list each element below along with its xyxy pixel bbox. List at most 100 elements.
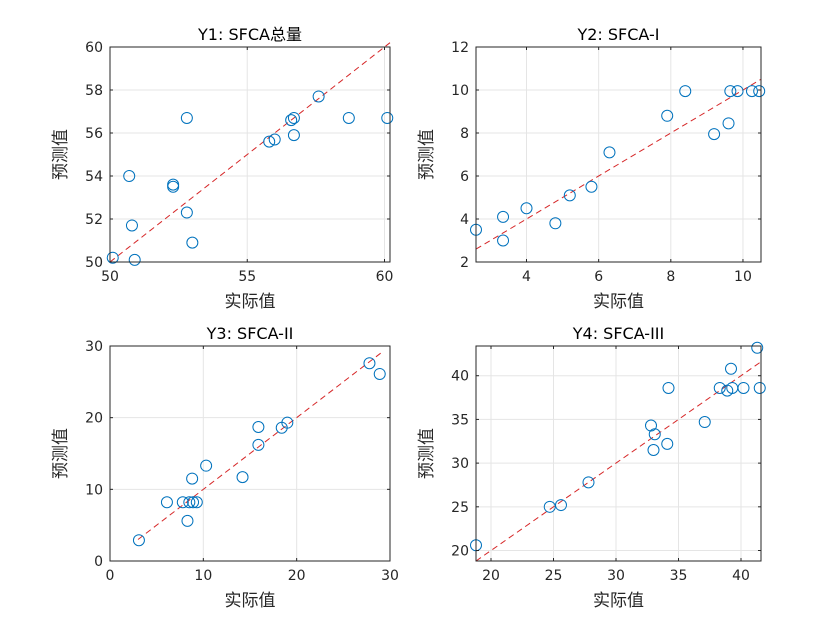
chart-title: Y4: SFCA-III: [572, 324, 664, 343]
data-point: [648, 428, 661, 441]
data-point: [132, 534, 145, 547]
data-point: [731, 85, 744, 98]
x-axis-label: 实际值: [225, 292, 276, 312]
chart-y4-sfca-iii: 20 25 30 35 40 20 25 30 35 40 Y4: SFCA-III 实际值 预测…: [417, 324, 766, 611]
y-tick-label: 20: [85, 411, 103, 427]
chart-y3-sfca-ii: 0 10 20 30 0 10 20 30 Y3: SFCA-II 实际值 预测值: [51, 324, 399, 611]
y-tick-label: 52: [85, 212, 103, 228]
y-tick-label: 40: [451, 369, 469, 385]
data-point: [724, 85, 737, 98]
axes-box: [475, 46, 762, 263]
data-point: [737, 381, 750, 394]
y-tick-label: 6: [460, 169, 469, 185]
y-axis-label: 预测值: [417, 129, 437, 180]
data-point: [268, 133, 281, 146]
y-tick-label: 56: [85, 126, 103, 142]
x-tick-label: 6: [594, 269, 603, 285]
y-tick-label: 10: [451, 83, 469, 99]
x-tick-label: 10: [194, 568, 212, 584]
data-point: [555, 499, 567, 512]
chart-title: Y2: SFCA-I: [576, 25, 659, 44]
data-point: [287, 129, 300, 142]
y-tick-label: 4: [460, 212, 469, 228]
chart-y1-sfca-total: 50 55 60 50 52 54 56 58 60 Y1: SFCA总量 实际值 预测值: [51, 25, 393, 312]
data-point: [125, 219, 138, 232]
data-point: [549, 217, 562, 230]
x-axis-label: 实际值: [593, 292, 644, 312]
data-point: [753, 381, 766, 394]
axes-box: [109, 345, 391, 562]
y-tick-label: 60: [85, 40, 103, 56]
data-point: [381, 111, 394, 124]
y-axis-label: 预测值: [417, 428, 437, 479]
data-point: [698, 416, 711, 429]
chart-title: Y1: SFCA总量: [197, 25, 302, 44]
x-tick-label: 20: [482, 568, 500, 584]
y-axis-label: 预测值: [51, 428, 71, 479]
data-point: [751, 341, 764, 354]
data-point: [543, 500, 556, 513]
data-point: [585, 180, 598, 193]
x-axis-label: 实际值: [593, 591, 644, 611]
data-point: [745, 85, 758, 98]
data-point: [252, 438, 265, 451]
data-point: [582, 476, 595, 489]
y-tick-label: 8: [460, 126, 469, 142]
data-point: [520, 202, 533, 215]
x-tick-label: 10: [734, 269, 752, 285]
x-tick-label: 25: [545, 568, 563, 584]
data-point: [263, 135, 276, 148]
x-tick-label: 4: [522, 269, 531, 285]
x-tick-label: 50: [101, 269, 119, 285]
data-point: [236, 471, 249, 484]
data-point: [106, 251, 119, 264]
data-point: [708, 128, 721, 141]
data-point: [186, 236, 199, 249]
data-point: [661, 437, 674, 450]
data-point: [176, 496, 189, 509]
y-axis-label: 预测值: [51, 129, 71, 180]
data-point: [200, 459, 213, 472]
y-tick-label: 30: [451, 456, 469, 472]
x-tick-label: 20: [288, 568, 306, 584]
data-point: [363, 357, 376, 370]
data-point: [647, 444, 660, 457]
data-point: [187, 496, 200, 509]
data-point: [725, 362, 737, 375]
data-point: [167, 178, 180, 191]
y-tick-label: 54: [85, 169, 103, 185]
data-point: [497, 210, 510, 223]
x-axis-label: 实际值: [225, 591, 276, 611]
data-point: [180, 111, 193, 124]
x-tick-label: 35: [670, 568, 688, 584]
y-tick-label: 2: [460, 255, 469, 271]
fit-line: [475, 361, 762, 562]
data-point: [603, 146, 616, 159]
data-point: [563, 189, 576, 202]
fit-line: [137, 352, 381, 540]
data-point: [183, 496, 196, 509]
data-point: [160, 496, 173, 509]
data-point: [181, 514, 194, 527]
data-point: [281, 416, 294, 429]
data-point: [497, 234, 510, 247]
data-point: [722, 117, 735, 130]
y-tick-label: 25: [451, 500, 469, 516]
y-tick-label: 20: [451, 544, 469, 560]
data-point: [180, 206, 193, 219]
data-point: [662, 381, 675, 394]
data-point: [128, 253, 141, 266]
data-point: [753, 85, 766, 98]
data-point: [190, 496, 203, 509]
axes-box: [475, 345, 762, 562]
x-tick-label: 0: [106, 568, 115, 584]
chart-title: Y3: SFCA-II: [206, 324, 294, 343]
data-point: [285, 114, 298, 127]
y-tick-label: 35: [451, 412, 469, 428]
y-tick-label: 0: [94, 554, 103, 570]
data-point: [287, 111, 300, 124]
data-point: [713, 381, 726, 394]
y-tick-label: 50: [85, 255, 103, 271]
chart-y2-sfca-i: 4 6 8 10 2 4 6 8 10 12 Y2: SFCA-I 实际值 预测值: [417, 25, 766, 312]
plot-area: [476, 346, 761, 561]
